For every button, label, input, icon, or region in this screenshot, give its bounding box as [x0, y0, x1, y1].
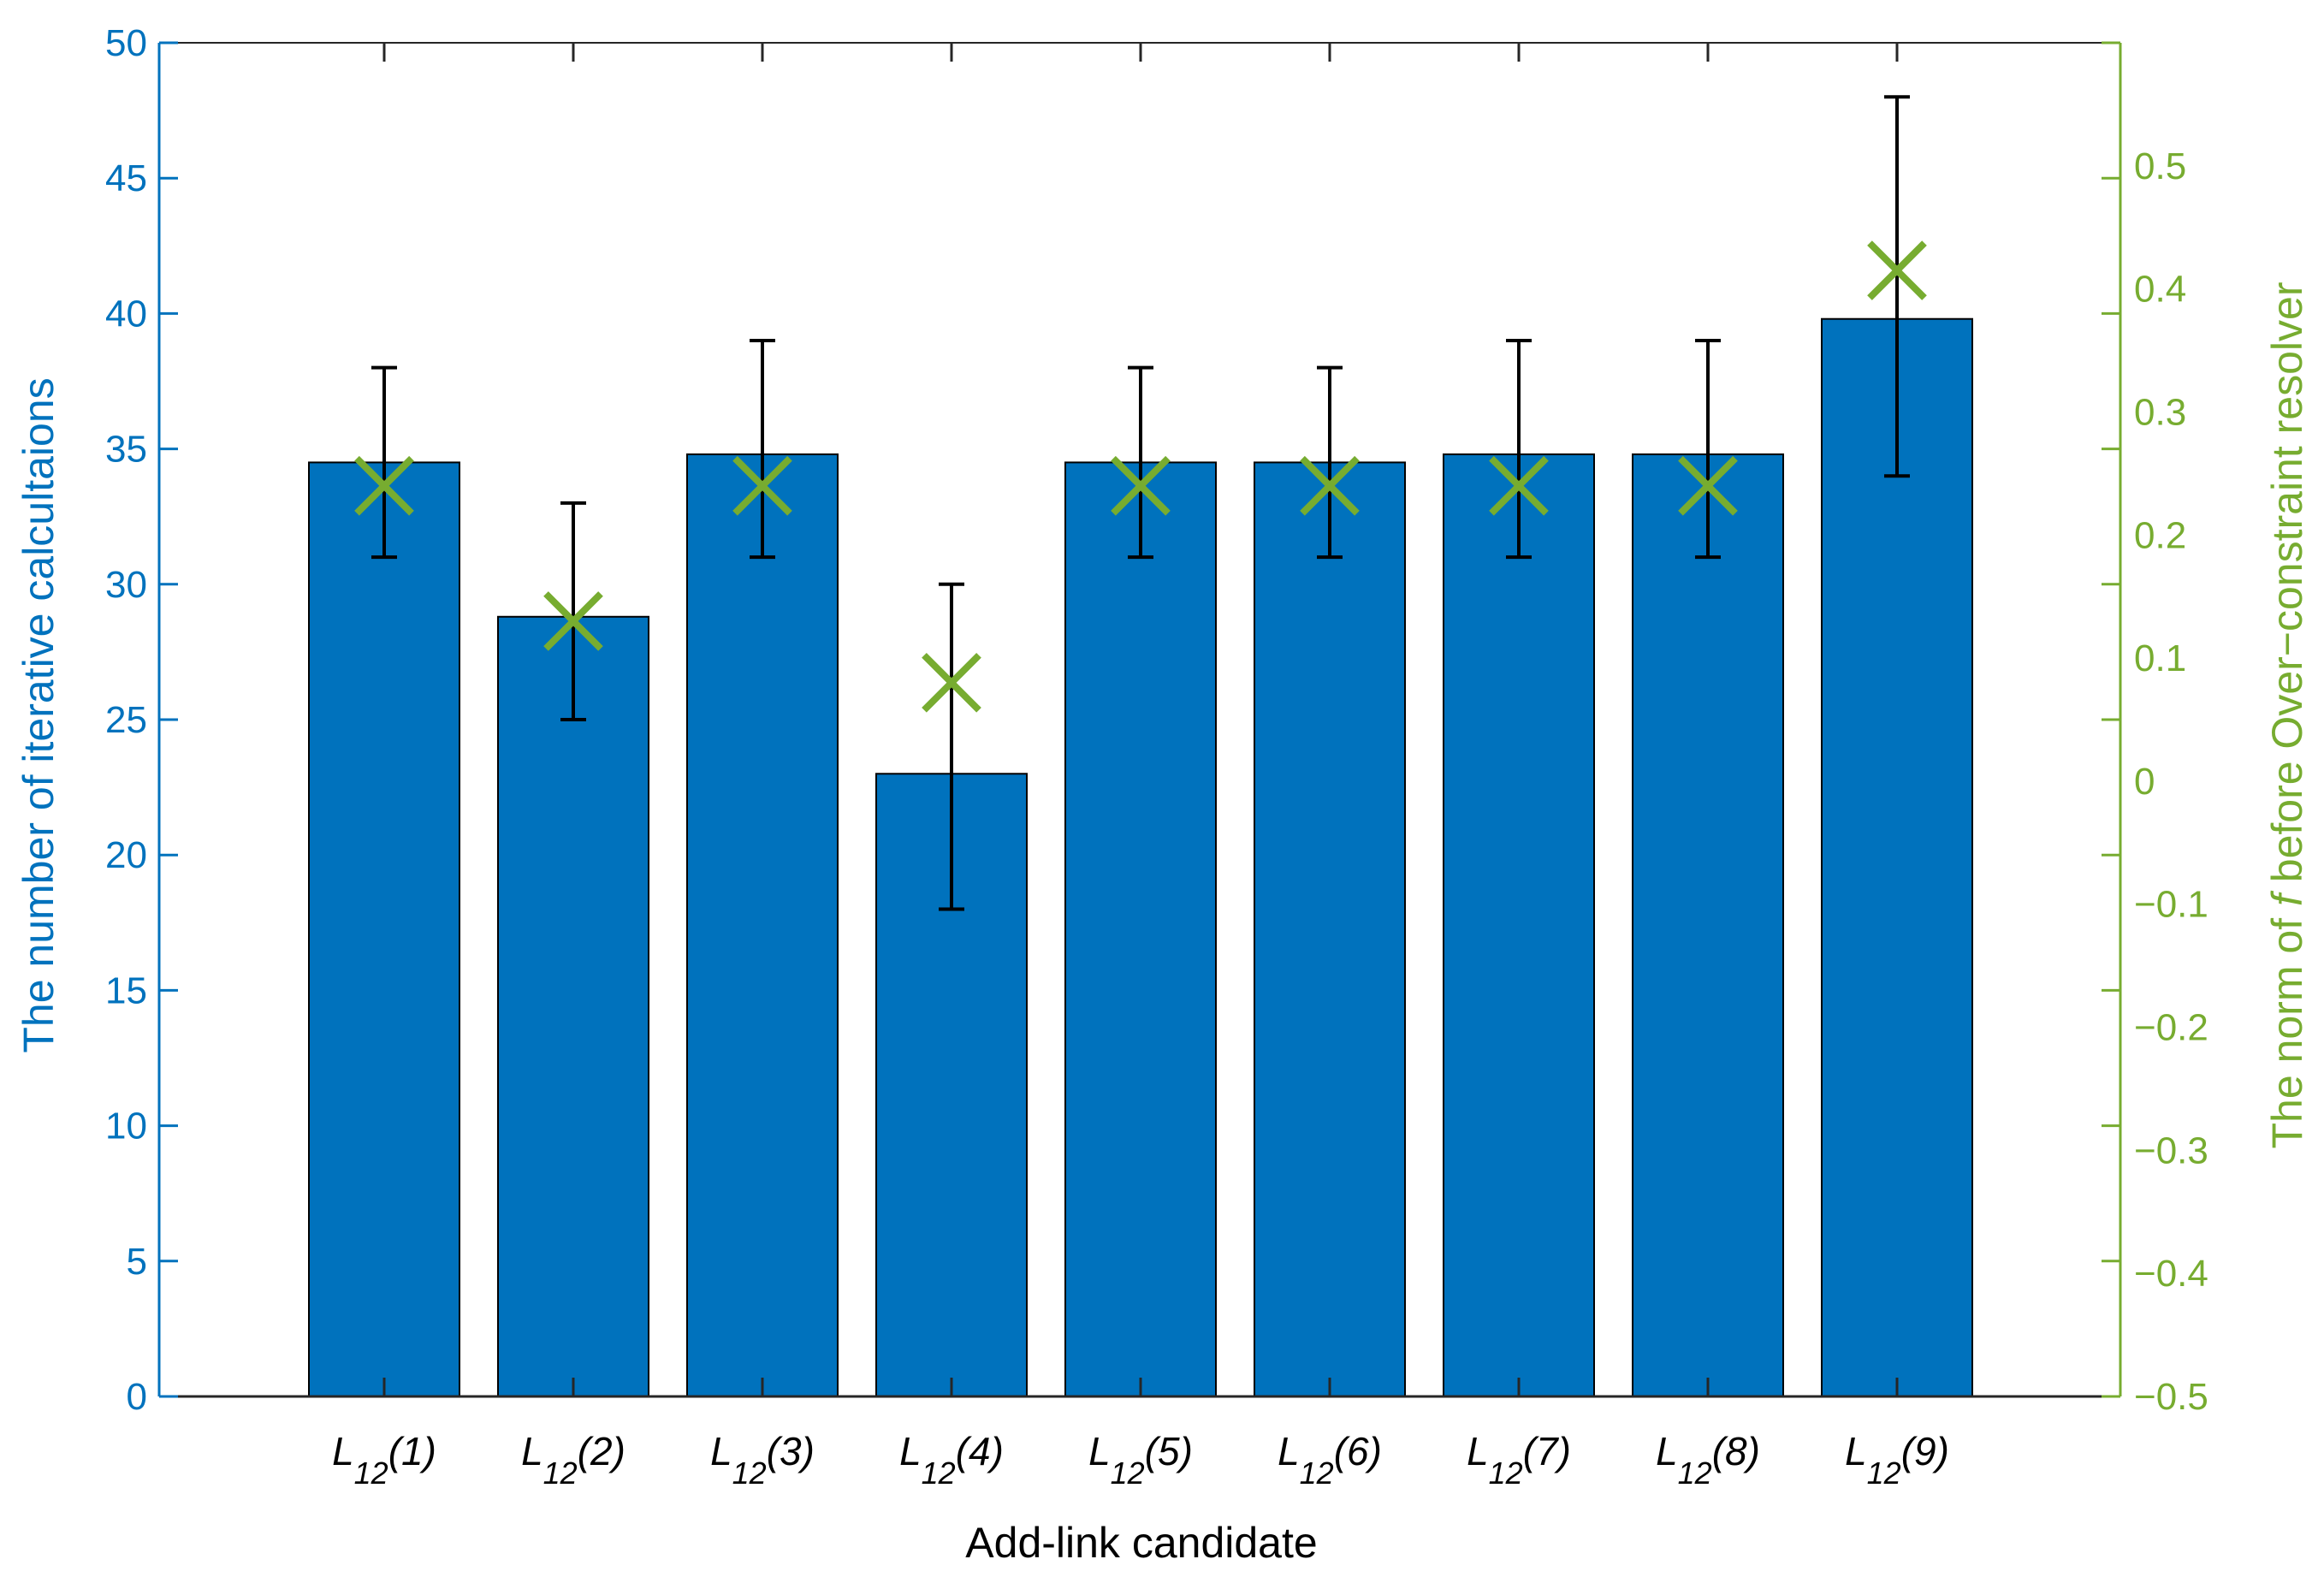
error-bar-3 [750, 339, 775, 560]
category-label-9: L12(9) [1845, 1429, 1949, 1491]
error-bar-5 [1128, 365, 1153, 560]
error-bar-4 [939, 582, 964, 911]
category-label-6: L12(6) [1278, 1429, 1382, 1491]
left-tick-label: 15 [105, 969, 147, 1011]
right-tick-label: −0.2 [2134, 1007, 2208, 1049]
left-tick-label: 0 [127, 1376, 147, 1418]
category-label-4: L12(4) [899, 1429, 1004, 1491]
category-label-1: L12(1) [332, 1429, 436, 1491]
left-tick-label: 25 [105, 699, 147, 741]
right-axis-ticks: −0.5 −0.4 −0.3 −0.2 −0.1 0 0.1 0.2 0.3 0.4 0.5 [2134, 145, 2208, 1418]
right-axis-title: The norm of f before Over−constraint res… [2263, 282, 2311, 1149]
right-tick-label: 0 [2134, 761, 2155, 803]
bar-5 [1064, 461, 1217, 1397]
bar-9 [1821, 317, 1973, 1397]
marker-stroke [732, 455, 792, 516]
right-tick-label: 0.4 [2134, 269, 2186, 311]
marker-5 [1111, 455, 1171, 516]
bar-2 [497, 615, 649, 1397]
right-tick-label: −0.3 [2134, 1129, 2208, 1171]
category-label-7: L12(7) [1467, 1429, 1571, 1491]
x-axis-title: Add-link candidate [965, 1519, 1317, 1567]
error-bars-layer [371, 95, 1910, 911]
marker-stroke [922, 653, 981, 713]
error-bar-6 [1317, 365, 1343, 560]
left-tick-label: 35 [105, 429, 147, 471]
error-bar-7 [1506, 339, 1532, 560]
error-bar-8 [1695, 339, 1721, 560]
marker-stroke [1678, 455, 1738, 516]
bars-layer [308, 317, 1973, 1397]
marker-stroke [543, 591, 603, 651]
marker-stroke [1300, 455, 1360, 516]
bar-6 [1254, 461, 1406, 1397]
marker-stroke [1489, 455, 1549, 516]
right-tick-label: 0.3 [2134, 391, 2186, 433]
right-tick-label: −0.1 [2134, 884, 2208, 926]
marker-3 [732, 455, 792, 516]
marker-9 [1867, 240, 1927, 300]
category-label-2: L12(2) [521, 1429, 625, 1491]
error-bar-2 [560, 501, 586, 721]
marker-4 [922, 653, 981, 713]
bar-1 [308, 461, 460, 1397]
marker-7 [1489, 455, 1549, 516]
right-tick-label: −0.4 [2134, 1253, 2208, 1295]
marker-stroke [1111, 455, 1171, 516]
markers-layer [354, 240, 1927, 713]
marker-2 [543, 591, 603, 651]
marker-stroke [1867, 240, 1927, 300]
right-axis-title-part-2: before Over−constraint resolver [2263, 282, 2311, 895]
left-axis-title: The number of iterative calcultaions [15, 377, 62, 1052]
marker-8 [1678, 455, 1738, 516]
right-axis-title-part-1: The norm of [2263, 906, 2311, 1148]
bar-3 [686, 453, 839, 1397]
bar-7 [1443, 453, 1595, 1397]
marker-1 [354, 455, 414, 516]
left-tick-label: 5 [127, 1241, 147, 1283]
left-axis-ticks: 0 5 10 15 20 25 30 35 40 45 50 [105, 22, 2120, 1418]
category-labels: L12(1) L12(2) L12(3) L12(4) L12(5) L12(6) L12(… [332, 43, 1949, 1491]
left-tick-label: 40 [105, 293, 147, 335]
marker-stroke [354, 455, 414, 516]
left-tick-label: 20 [105, 834, 147, 876]
error-bar-9 [1884, 95, 1910, 478]
error-bar-1 [371, 365, 397, 560]
right-tick-label: 0.1 [2134, 637, 2186, 679]
category-label-3: L12(3) [710, 1429, 815, 1491]
left-tick-label: 45 [105, 157, 147, 199]
category-label-8: L12(8) [1656, 1429, 1760, 1491]
left-tick-label: 30 [105, 564, 147, 606]
right-tick-label: −0.5 [2134, 1376, 2208, 1418]
marker-6 [1300, 455, 1360, 516]
left-tick-label: 50 [105, 22, 147, 64]
bar-8 [1632, 453, 1784, 1397]
right-tick-label: 0.5 [2134, 145, 2186, 187]
right-tick-label: 0.2 [2134, 514, 2186, 556]
category-label-5: L12(5) [1088, 1429, 1193, 1491]
left-tick-label: 10 [105, 1106, 147, 1147]
